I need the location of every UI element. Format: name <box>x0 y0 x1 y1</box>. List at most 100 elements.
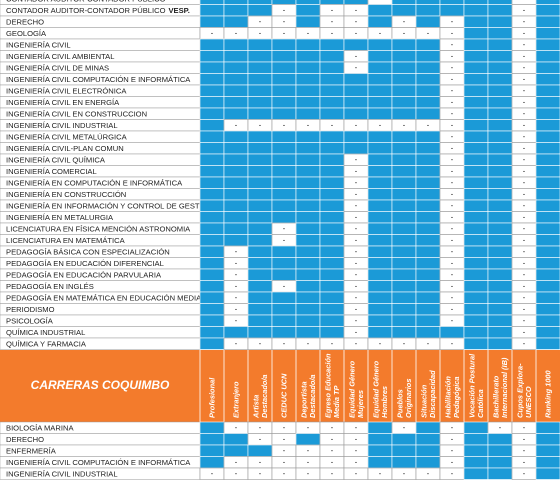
cell-dash: - <box>451 457 454 466</box>
available-cell <box>319 84 345 97</box>
column-header: UNESCO <box>524 386 533 418</box>
cell-dash: - <box>523 423 526 432</box>
available-cell <box>367 199 393 212</box>
available-cell <box>295 280 321 293</box>
available-cell <box>487 211 513 224</box>
available-cell <box>535 456 560 469</box>
available-cell <box>391 326 417 339</box>
column-header: Egreso Educación <box>323 353 332 418</box>
available-cell <box>415 176 441 189</box>
available-cell <box>415 199 441 212</box>
available-cell <box>367 73 393 86</box>
available-cell <box>295 326 321 339</box>
program-name-text: INGENIERÍA CIVIL QUÍMICA <box>6 155 106 164</box>
available-cell <box>295 211 321 224</box>
cell-dash: - <box>355 434 358 443</box>
cell-dash: - <box>235 247 238 256</box>
cell-dash: - <box>379 0 382 3</box>
available-cell <box>415 421 441 434</box>
available-cell <box>463 444 489 457</box>
available-cell <box>199 142 225 155</box>
available-cell <box>271 107 297 120</box>
available-cell <box>415 326 441 339</box>
program-name-text: ENFERMERÍA <box>6 446 57 455</box>
column-header: Originarios <box>404 379 413 418</box>
program-name-text: PEDAGOGÍA EN EDUCACIÓN DIFERENCIAL <box>6 259 164 268</box>
available-cell <box>367 456 393 469</box>
program-name-text: INGENIERÍA CIVIL EN CONSTRUCCION <box>6 109 147 118</box>
program-name: INGENIERÍA CIVIL INDUSTRIAL <box>6 121 118 130</box>
available-cell <box>295 130 321 143</box>
program-name-text: PERIODISMO <box>6 305 55 314</box>
program-name-text: GEOLOGÍA <box>6 29 47 38</box>
program-name-text: INGENIERÍA CIVIL ELECTRÓNICA <box>6 86 127 95</box>
available-cell <box>247 268 273 281</box>
available-cell <box>295 199 321 212</box>
program-name-text: QUÍMICA Y FARMACIA <box>6 339 87 348</box>
available-cell <box>271 50 297 63</box>
cell-dash: - <box>355 63 358 72</box>
program-name: GEOLOGÍA <box>6 29 47 38</box>
available-cell <box>223 188 249 201</box>
program-name-text: DERECHO <box>6 435 44 444</box>
available-cell <box>463 222 489 235</box>
cell-dash: - <box>451 143 454 152</box>
available-cell <box>367 222 393 235</box>
available-cell <box>247 234 273 247</box>
program-name: INGENIERÍA EN CONSTRUCCIÓN <box>6 190 126 199</box>
cell-dash: - <box>451 304 454 313</box>
available-cell <box>535 38 560 51</box>
available-cell <box>199 130 225 143</box>
available-cell <box>487 73 513 86</box>
available-cell <box>463 211 489 224</box>
cell-dash: - <box>259 339 262 348</box>
available-cell <box>295 15 321 28</box>
available-cell <box>223 211 249 224</box>
available-cell <box>223 199 249 212</box>
available-cell <box>199 73 225 86</box>
program-name: INGENIERÍA CIVIL AMBIENTAL <box>6 52 114 61</box>
available-cell <box>415 0 441 5</box>
cell-dash: - <box>259 457 262 466</box>
cell-dash: - <box>283 423 286 432</box>
cell-dash: - <box>211 28 214 37</box>
program-name-text: INGENIERÍA EN CONSTRUCCIÓN <box>6 190 126 199</box>
program-name-text: INGENIERÍA CIVIL-PLAN COMUN <box>6 144 124 153</box>
cell-dash: - <box>283 120 286 129</box>
available-cell <box>319 268 345 281</box>
section-title: CARRERAS COQUIMBO <box>31 378 170 392</box>
available-cell <box>415 15 441 28</box>
available-cell <box>487 96 513 109</box>
available-cell <box>463 326 489 339</box>
available-cell <box>271 188 297 201</box>
program-name-text: INGENIERÍA COMERCIAL <box>6 167 97 176</box>
cell-dash: - <box>403 469 406 478</box>
available-cell <box>295 433 321 446</box>
cell-dash: - <box>355 247 358 256</box>
available-cell <box>271 84 297 97</box>
available-cell <box>319 0 345 5</box>
program-name: INGENIERÍA CIVIL <box>6 40 71 49</box>
available-cell <box>463 245 489 258</box>
available-cell <box>487 245 513 258</box>
available-cell <box>223 444 249 457</box>
cell-dash: - <box>523 247 526 256</box>
available-cell <box>367 107 393 120</box>
available-cell <box>247 38 273 51</box>
available-cell <box>199 421 225 434</box>
available-cell <box>247 153 273 166</box>
available-cell <box>391 268 417 281</box>
available-cell <box>199 268 225 281</box>
column-header: Bachillerato <box>491 375 500 418</box>
available-cell <box>367 165 393 178</box>
available-cell <box>199 211 225 224</box>
available-cell <box>223 153 249 166</box>
available-cell <box>319 222 345 235</box>
available-cell <box>319 314 345 327</box>
program-name: INGENIERÍA EN METALURGIA <box>6 213 114 222</box>
cell-dash: - <box>499 423 502 432</box>
cell-dash: - <box>283 224 286 233</box>
available-cell <box>535 176 560 189</box>
cell-dash: - <box>355 316 358 325</box>
